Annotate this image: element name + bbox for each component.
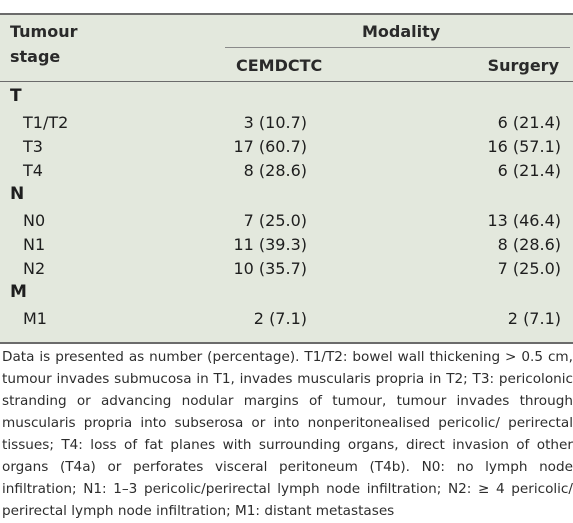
- stage-cell: N1: [23, 235, 46, 254]
- table-body: T T1/T2 3 (10.7) 6 (21.4) T3 17 (60.7) 1…: [0, 84, 573, 330]
- surgery-cell: 7 (25.0): [497, 259, 561, 278]
- staging-table: Tumour stage Modality CEMDCTC Surgery T …: [0, 13, 573, 344]
- table-row: M1 2 (7.1) 2 (7.1): [0, 306, 573, 330]
- header-divider: [0, 81, 573, 82]
- group-row-t: T: [0, 84, 573, 110]
- stage-cell: M1: [23, 309, 47, 328]
- surgery-cell: 2 (7.1): [507, 309, 561, 328]
- table-row: T4 8 (28.6) 6 (21.4): [0, 158, 573, 182]
- surgery-cell: 16 (57.1): [487, 137, 561, 156]
- surgery-cell: 13 (46.4): [487, 211, 561, 230]
- stage-cell: N2: [23, 259, 46, 278]
- header-surgery: Surgery: [487, 56, 559, 75]
- table-row: N2 10 (35.7) 7 (25.0): [0, 256, 573, 280]
- table-footnote: Data is presented as number (percentage)…: [2, 349, 573, 519]
- group-label: M: [10, 282, 27, 302]
- group-label: N: [10, 184, 25, 204]
- table-row: T1/T2 3 (10.7) 6 (21.4): [0, 110, 573, 134]
- header-modality: Modality: [362, 22, 441, 41]
- header-cemdctc: CEMDCTC: [236, 56, 323, 75]
- stage-cell: T1/T2: [23, 113, 69, 132]
- cemdctc-cell: 2 (7.1): [253, 309, 307, 328]
- table-row: N0 7 (25.0) 13 (46.4): [0, 208, 573, 232]
- cemdctc-cell: 10 (35.7): [233, 259, 307, 278]
- header-tumour-stage-line2: stage: [10, 47, 61, 66]
- stage-cell: T4: [23, 161, 43, 180]
- modality-divider: [225, 47, 570, 48]
- group-row-n: N: [0, 182, 573, 208]
- stage-cell: N0: [23, 211, 46, 230]
- header-tumour-stage-line1: Tumour: [10, 22, 78, 41]
- table-row: N1 11 (39.3) 8 (28.6): [0, 232, 573, 256]
- table-row: T3 17 (60.7) 16 (57.1): [0, 134, 573, 158]
- cemdctc-cell: 3 (10.7): [243, 113, 307, 132]
- group-row-m: M: [0, 280, 573, 306]
- stage-cell: T3: [23, 137, 43, 156]
- surgery-cell: 6 (21.4): [497, 161, 561, 180]
- group-label: T: [10, 86, 22, 106]
- cemdctc-cell: 8 (28.6): [243, 161, 307, 180]
- cemdctc-cell: 11 (39.3): [233, 235, 307, 254]
- cemdctc-cell: 17 (60.7): [233, 137, 307, 156]
- surgery-cell: 8 (28.6): [497, 235, 561, 254]
- surgery-cell: 6 (21.4): [497, 113, 561, 132]
- cemdctc-cell: 7 (25.0): [243, 211, 307, 230]
